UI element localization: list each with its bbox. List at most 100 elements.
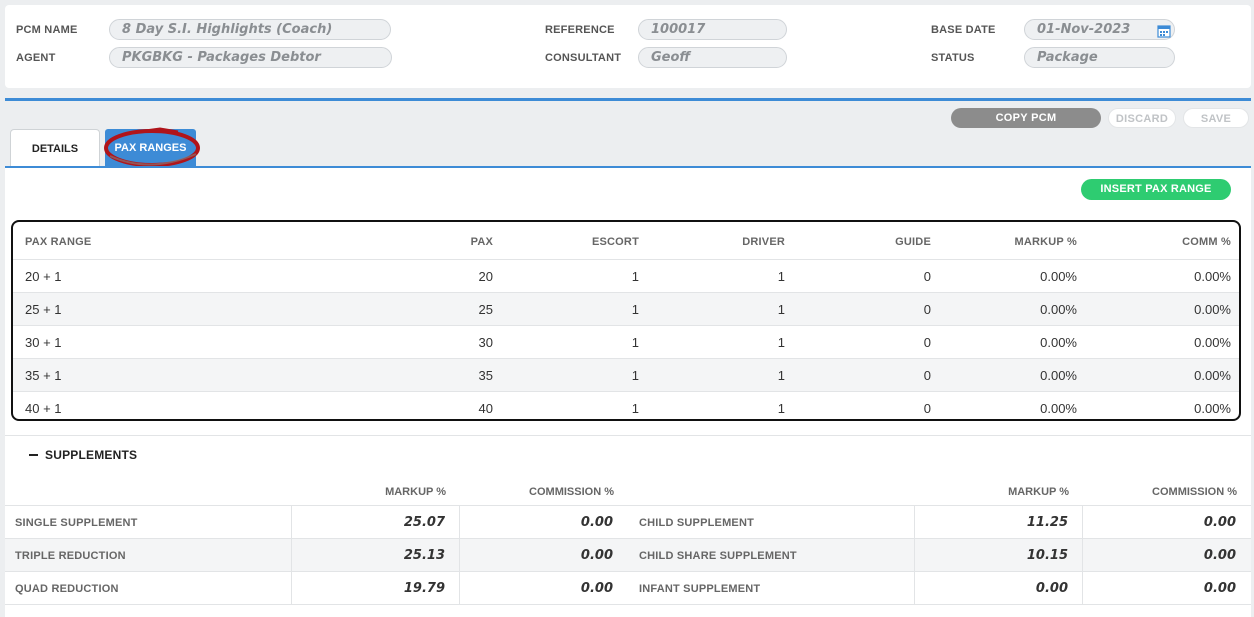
column-header: PAX — [470, 236, 493, 248]
minus-icon[interactable] — [29, 454, 38, 456]
guide-cell: 0 — [923, 269, 931, 284]
insert-pax-range-button[interactable]: INSERT PAX RANGE — [1081, 179, 1231, 200]
driver-cell: 1 — [777, 401, 785, 416]
triple-reduction-markup[interactable]: 25.13 — [403, 548, 445, 563]
triple-reduction-commission[interactable]: 0.00 — [580, 548, 613, 563]
child-share-supplement-markup[interactable]: 10.15 — [1026, 548, 1068, 563]
child-share-supplement-commission[interactable]: 0.00 — [1203, 548, 1236, 563]
table-row[interactable]: 35 + 1 35 1 1 0 0.00% 0.00% — [13, 358, 1239, 391]
base-date-label: BASE DATE — [931, 24, 996, 36]
status-label: STATUS — [931, 52, 975, 64]
reference-label: REFERENCE — [545, 24, 615, 36]
column-header: COMM % — [1182, 236, 1231, 248]
infant-supplement-label: INFANT SUPPLEMENT — [639, 583, 761, 595]
guide-cell: 0 — [923, 302, 931, 317]
save-button[interactable]: SAVE — [1183, 108, 1249, 128]
table-row[interactable]: 25 + 1 25 1 1 0 0.00% 0.00% — [13, 292, 1239, 325]
supplement-row — [5, 571, 1251, 604]
column-header: COMMISSION % — [529, 486, 614, 498]
supplements-title[interactable]: SUPPLEMENTS — [45, 448, 138, 462]
pcm-header — [5, 5, 1251, 88]
single-supplement-label: SINGLE SUPPLEMENT — [15, 517, 138, 529]
escort-cell: 1 — [631, 269, 639, 284]
pax-range-cell: 35 + 1 — [25, 368, 62, 383]
comm-cell: 0.00% — [1194, 335, 1231, 350]
column-divider — [914, 505, 915, 604]
supplement-row-end — [5, 604, 1251, 605]
supplement-row — [5, 538, 1251, 571]
escort-cell: 1 — [631, 368, 639, 383]
table-row[interactable]: 20 + 1 20 1 1 0 0.00% 0.00% — [13, 259, 1239, 292]
comm-cell: 0.00% — [1194, 368, 1231, 383]
column-header: MARKUP % — [1008, 486, 1069, 498]
comm-cell: 0.00% — [1194, 269, 1231, 284]
pax-range-cell: 40 + 1 — [25, 401, 62, 416]
discard-button[interactable]: DISCARD — [1108, 108, 1176, 128]
child-share-supplement-label: CHILD SHARE SUPPLEMENT — [639, 550, 797, 562]
consultant-label: CONSULTANT — [545, 52, 622, 64]
markup-cell: 0.00% — [1040, 269, 1077, 284]
escort-cell: 1 — [631, 335, 639, 350]
comm-cell: 0.00% — [1194, 401, 1231, 416]
quad-reduction-label: QUAD REDUCTION — [15, 583, 119, 595]
quad-reduction-commission[interactable]: 0.00 — [580, 581, 613, 596]
child-supplement-label: CHILD SUPPLEMENT — [639, 517, 755, 529]
agent-label: AGENT — [16, 52, 56, 64]
column-header: PAX RANGE — [25, 236, 92, 248]
pax-range-cell: 20 + 1 — [25, 269, 62, 284]
column-divider — [459, 505, 460, 604]
comm-cell: 0.00% — [1194, 302, 1231, 317]
pax-range-cell: 30 + 1 — [25, 335, 62, 350]
pcm-name-label: PCM NAME — [16, 24, 78, 36]
column-header: DRIVER — [742, 236, 785, 248]
tab-details[interactable]: DETAILS — [10, 129, 100, 167]
guide-cell: 0 — [923, 335, 931, 350]
tab-pax-ranges[interactable]: PAX RANGES — [105, 129, 196, 167]
triple-reduction-label: TRIPLE REDUCTION — [15, 550, 126, 562]
pax-cell: 40 — [478, 401, 493, 416]
escort-cell: 1 — [631, 401, 639, 416]
driver-cell: 1 — [777, 269, 785, 284]
markup-cell: 0.00% — [1040, 335, 1077, 350]
single-supplement-markup[interactable]: 25.07 — [403, 515, 445, 530]
child-supplement-commission[interactable]: 0.00 — [1203, 515, 1236, 530]
section-divider — [5, 435, 1251, 436]
reference-field[interactable]: 100017 — [638, 19, 787, 40]
markup-cell: 0.00% — [1040, 401, 1077, 416]
pax-range-table: PAX RANGE PAX ESCORT DRIVER GUIDE MARKUP… — [11, 220, 1241, 421]
pax-cell: 20 — [478, 269, 493, 284]
column-header: MARKUP % — [385, 486, 446, 498]
infant-supplement-markup[interactable]: 0.00 — [1035, 581, 1068, 596]
column-header: ESCORT — [591, 236, 639, 248]
tab-divider — [5, 166, 1251, 168]
table-row[interactable]: 40 + 1 40 1 1 0 0.00% 0.00% — [13, 391, 1239, 419]
escort-cell: 1 — [631, 302, 639, 317]
driver-cell: 1 — [777, 335, 785, 350]
guide-cell: 0 — [923, 368, 931, 383]
supplement-row — [5, 505, 1251, 538]
agent-field[interactable]: PKGBKG - Packages Debtor — [109, 47, 392, 68]
column-divider — [1082, 505, 1083, 604]
infant-supplement-commission[interactable]: 0.00 — [1203, 581, 1236, 596]
header-divider — [5, 98, 1251, 101]
copy-pcm-button[interactable]: COPY PCM — [951, 108, 1101, 128]
column-header: GUIDE — [895, 236, 931, 248]
status-field[interactable]: Package — [1024, 47, 1175, 68]
consultant-field[interactable]: Geoff — [638, 47, 787, 68]
table-row[interactable]: 30 + 1 30 1 1 0 0.00% 0.00% — [13, 325, 1239, 358]
quad-reduction-markup[interactable]: 19.79 — [403, 581, 445, 596]
pax-range-cell: 25 + 1 — [25, 302, 62, 317]
child-supplement-markup[interactable]: 11.25 — [1026, 515, 1068, 530]
pax-cell: 30 — [478, 335, 493, 350]
calendar-icon[interactable] — [1157, 24, 1171, 38]
guide-cell: 0 — [923, 401, 931, 416]
single-supplement-commission[interactable]: 0.00 — [580, 515, 613, 530]
base-date-field[interactable]: 01-Nov-2023 — [1024, 19, 1175, 40]
pcm-name-field[interactable]: 8 Day S.I. Highlights (Coach) — [109, 19, 391, 40]
column-header: MARKUP % — [1014, 236, 1077, 248]
column-divider — [291, 505, 292, 604]
column-header: COMMISSION % — [1152, 486, 1237, 498]
driver-cell: 1 — [777, 302, 785, 317]
markup-cell: 0.00% — [1040, 368, 1077, 383]
pax-cell: 25 — [478, 302, 493, 317]
